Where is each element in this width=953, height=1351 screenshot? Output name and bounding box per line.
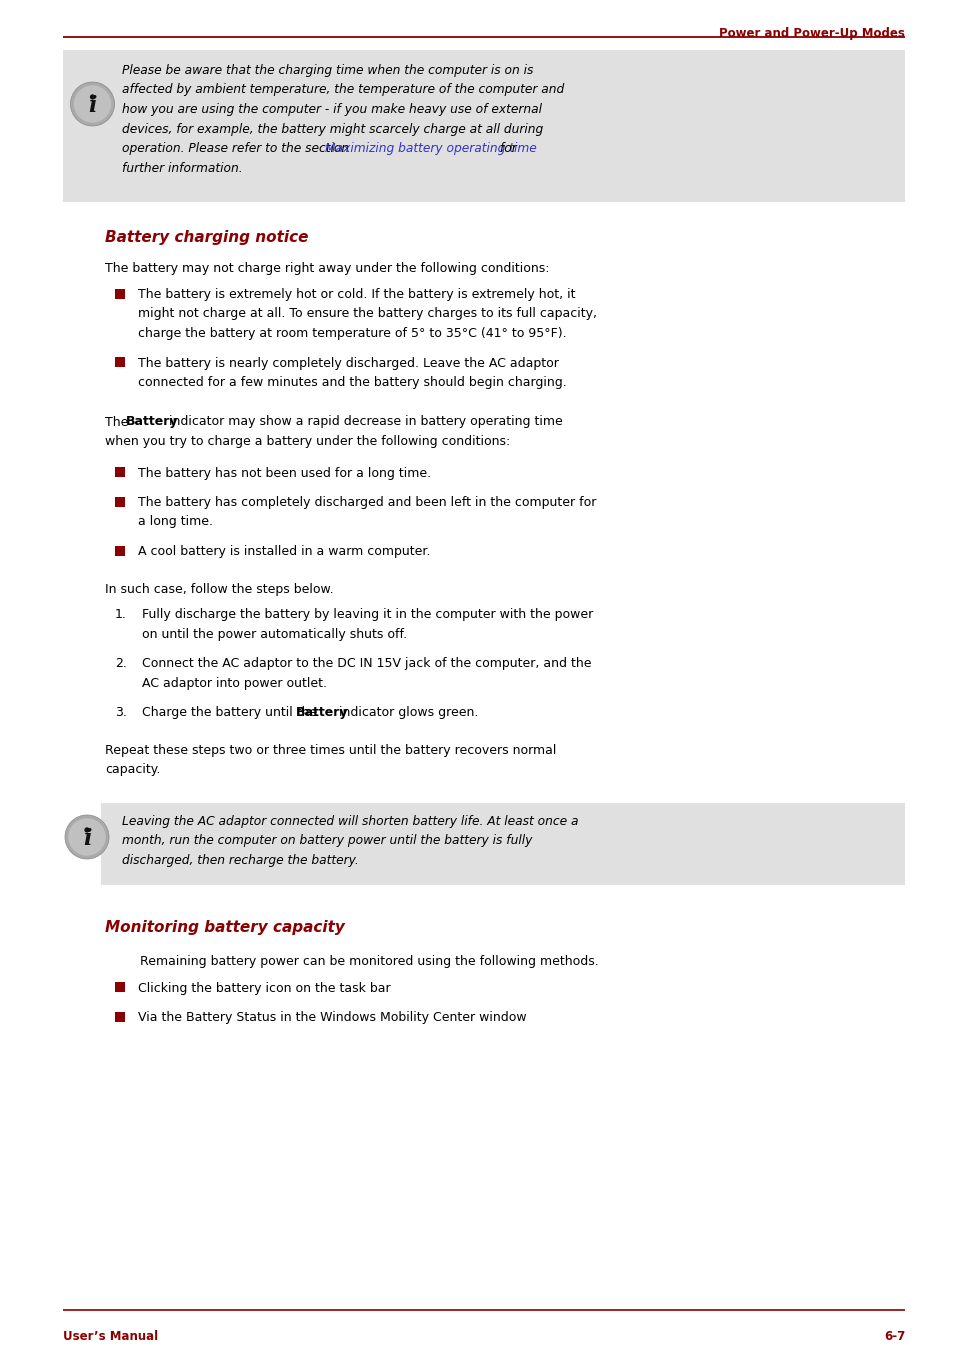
Circle shape — [65, 815, 109, 859]
Text: Remaining battery power can be monitored using the following methods.: Remaining battery power can be monitored… — [140, 955, 598, 969]
Bar — [115, 289, 125, 299]
Text: devices, for example, the battery might scarcely charge at all during: devices, for example, the battery might … — [122, 123, 542, 135]
Bar — [115, 357, 125, 367]
Text: i: i — [89, 95, 96, 116]
Text: Maximizing battery operating time: Maximizing battery operating time — [324, 142, 536, 155]
Text: i: i — [83, 828, 91, 850]
Circle shape — [69, 819, 106, 855]
Bar — [115, 546, 125, 555]
Text: Via the Battery Status in the Windows Mobility Center window: Via the Battery Status in the Windows Mo… — [138, 1012, 526, 1024]
Text: charge the battery at room temperature of 5° to 35°C (41° to 95°F).: charge the battery at room temperature o… — [138, 327, 566, 340]
Bar — [63, 50, 904, 203]
Text: on until the power automatically shuts off.: on until the power automatically shuts o… — [142, 628, 407, 640]
Text: month, run the computer on battery power until the battery is fully: month, run the computer on battery power… — [122, 835, 532, 847]
Text: 3.: 3. — [115, 707, 127, 720]
Text: AC adaptor into power outlet.: AC adaptor into power outlet. — [142, 677, 327, 690]
Text: a long time.: a long time. — [138, 516, 213, 528]
Text: Monitoring battery capacity: Monitoring battery capacity — [105, 920, 345, 935]
Text: might not charge at all. To ensure the battery charges to its full capacity,: might not charge at all. To ensure the b… — [138, 308, 597, 320]
Text: The battery may not charge right away under the following conditions:: The battery may not charge right away un… — [105, 262, 549, 276]
Text: capacity.: capacity. — [105, 763, 160, 777]
Circle shape — [73, 85, 112, 123]
Text: for: for — [496, 142, 517, 155]
Text: connected for a few minutes and the battery should begin charging.: connected for a few minutes and the batt… — [138, 376, 566, 389]
Text: Repeat these steps two or three times until the battery recovers normal: Repeat these steps two or three times un… — [105, 744, 556, 757]
Text: Battery: Battery — [296, 707, 349, 720]
Text: Leaving the AC adaptor connected will shorten battery life. At least once a: Leaving the AC adaptor connected will sh… — [122, 815, 578, 828]
Text: operation. Please refer to the section: operation. Please refer to the section — [122, 142, 353, 155]
Bar — [115, 467, 125, 477]
Text: The: The — [105, 416, 132, 428]
Text: User’s Manual: User’s Manual — [63, 1329, 158, 1343]
Text: Charge the battery until the: Charge the battery until the — [142, 707, 321, 720]
Text: Battery charging notice: Battery charging notice — [105, 230, 308, 245]
Text: discharged, then recharge the battery.: discharged, then recharge the battery. — [122, 854, 358, 867]
Circle shape — [90, 95, 95, 100]
Text: affected by ambient temperature, the temperature of the computer and: affected by ambient temperature, the tem… — [122, 84, 563, 96]
Circle shape — [84, 827, 90, 832]
Text: Battery: Battery — [126, 416, 178, 428]
Text: The battery is extremely hot or cold. If the battery is extremely hot, it: The battery is extremely hot or cold. If… — [138, 288, 575, 301]
Text: Please be aware that the charging time when the computer is on is: Please be aware that the charging time w… — [122, 63, 533, 77]
Text: 2.: 2. — [115, 658, 127, 670]
Text: A cool battery is installed in a warm computer.: A cool battery is installed in a warm co… — [138, 544, 430, 558]
Bar — [115, 982, 125, 993]
Text: The battery has completely discharged and been left in the computer for: The battery has completely discharged an… — [138, 496, 596, 509]
Text: Fully discharge the battery by leaving it in the computer with the power: Fully discharge the battery by leaving i… — [142, 608, 593, 621]
Bar — [115, 1012, 125, 1021]
Text: indicator may show a rapid decrease in battery operating time: indicator may show a rapid decrease in b… — [165, 416, 562, 428]
Text: indicator glows green.: indicator glows green. — [335, 707, 478, 720]
Circle shape — [71, 82, 114, 126]
Text: 6-7: 6-7 — [882, 1329, 904, 1343]
Text: In such case, follow the steps below.: In such case, follow the steps below. — [105, 582, 334, 596]
Text: further information.: further information. — [122, 162, 242, 174]
Bar — [115, 497, 125, 507]
Text: The battery has not been used for a long time.: The battery has not been used for a long… — [138, 466, 431, 480]
Text: when you try to charge a battery under the following conditions:: when you try to charge a battery under t… — [105, 435, 510, 449]
Text: The battery is nearly completely discharged. Leave the AC adaptor: The battery is nearly completely dischar… — [138, 357, 558, 370]
Text: 1.: 1. — [115, 608, 127, 621]
Text: Clicking the battery icon on the task bar: Clicking the battery icon on the task ba… — [138, 982, 390, 994]
Bar — [101, 802, 904, 885]
Text: Connect the AC adaptor to the DC IN 15V jack of the computer, and the: Connect the AC adaptor to the DC IN 15V … — [142, 658, 591, 670]
Text: Power and Power-Up Modes: Power and Power-Up Modes — [719, 27, 904, 41]
Text: how you are using the computer - if you make heavy use of external: how you are using the computer - if you … — [122, 103, 541, 116]
